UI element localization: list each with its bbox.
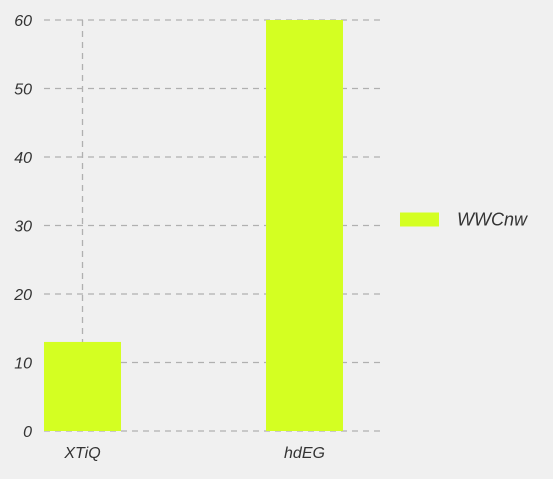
x-axis-ticks: XTiQ hdEG: [63, 445, 325, 462]
y-tick-label: 10: [14, 356, 32, 373]
x-tick-label: XTiQ: [63, 445, 100, 462]
bar-XTiQ: [44, 341, 121, 431]
y-tick-label: 0: [23, 424, 32, 441]
y-axis-ticks: 0 10 20 30 40 50 60: [13, 13, 32, 441]
y-tick-label: 20: [13, 287, 32, 304]
legend: WWCnw: [400, 210, 528, 230]
y-tick-label: 40: [14, 150, 32, 167]
x-tick-label: hdEG: [284, 445, 325, 462]
y-tick-label: 50: [14, 82, 32, 99]
y-tick-label: 30: [14, 219, 32, 236]
legend-label: WWCnw: [457, 210, 528, 230]
bars: [44, 20, 343, 431]
legend-swatch: [400, 212, 439, 227]
bar-hdEG: [266, 20, 343, 431]
y-tick-label: 60: [14, 13, 32, 30]
